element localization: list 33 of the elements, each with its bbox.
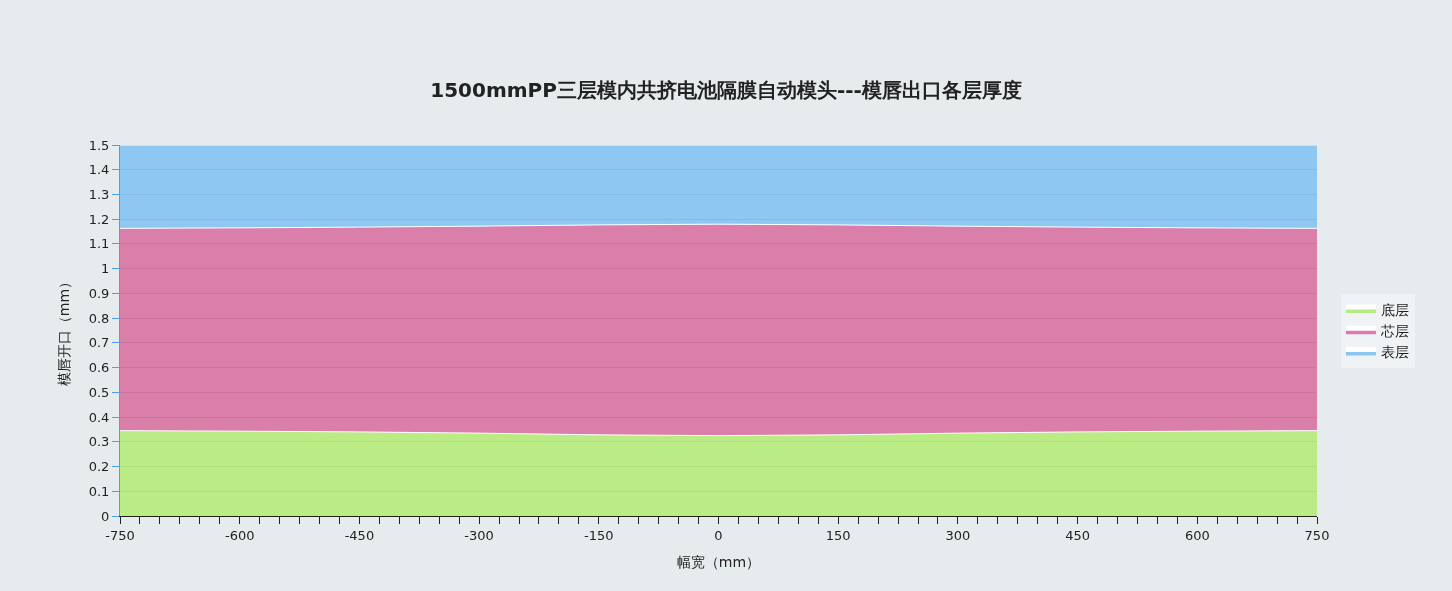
y-tick-label: 1.2	[88, 211, 110, 227]
x-tick-label: 450	[1065, 527, 1091, 543]
x-tick-label: -750	[105, 527, 135, 543]
y-tick-label: 1.5	[88, 137, 110, 153]
x-tick-label: 150	[825, 527, 851, 543]
y-tick-label: 1.1	[88, 236, 110, 252]
x-tick-label: -600	[224, 527, 255, 543]
y-tick-label: 0.5	[88, 384, 110, 400]
y-tick-label: 1.3	[88, 187, 110, 203]
x-tick-label: 300	[945, 527, 971, 543]
legend-label: 底层	[1380, 301, 1409, 318]
x-tick-label: -300	[464, 527, 494, 543]
x-tick-label: 600	[1184, 527, 1210, 543]
y-axis-title: 模唇开口（mm）	[56, 274, 73, 387]
y-tick-label: 0.4	[88, 409, 110, 425]
y-tick-label: 1	[101, 261, 110, 277]
y-tick-label: 0.1	[88, 483, 110, 499]
x-tick-label: -450	[344, 527, 375, 543]
legend-label: 芯层	[1379, 322, 1409, 339]
chart-title: 1500mmPP三层模内共挤电池隔膜自动模头---模唇出口各层厚度	[430, 77, 1022, 102]
y-tick-label: 1.4	[88, 162, 110, 178]
y-tick-label: 0	[101, 508, 110, 524]
y-tick-label: 0.8	[88, 310, 110, 326]
y-tick-label: 0.7	[88, 335, 110, 351]
y-tick-label: 0.6	[88, 360, 110, 376]
y-tick-label: 0.3	[88, 434, 110, 450]
x-tick-label: 750	[1304, 527, 1330, 543]
legend-label: 表层	[1380, 343, 1409, 360]
y-tick-label: 0.9	[88, 285, 110, 301]
x-tick-label: 0	[714, 527, 723, 543]
x-axis-title: 幅宽（mm）	[676, 553, 761, 570]
y-tick-label: 0.2	[88, 459, 110, 475]
x-tick-label: -150	[584, 527, 614, 543]
